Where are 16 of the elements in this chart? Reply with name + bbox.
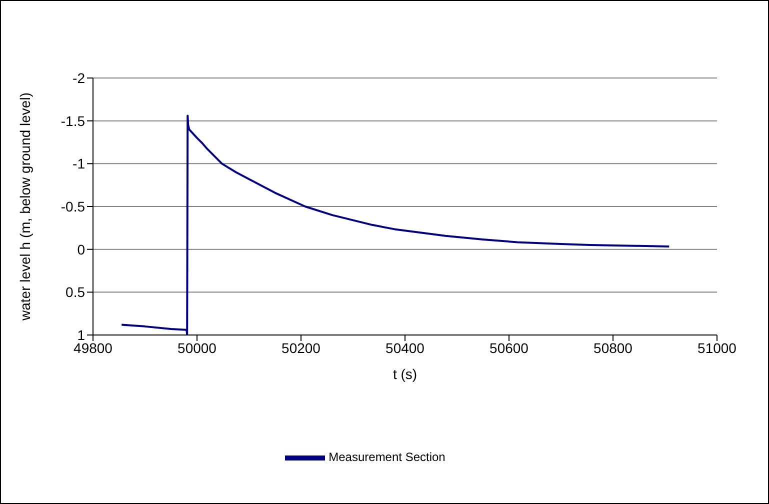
x-tick-label: 51000 (698, 340, 737, 356)
x-tick-label: 50800 (594, 340, 633, 356)
y-tick-label: 0.5 (66, 284, 86, 300)
y-tick-label: 0 (77, 241, 86, 258)
y-tick-label: -0.5 (60, 198, 86, 214)
x-tick-label: 50200 (282, 340, 321, 356)
legend-label: Measurement Section (328, 450, 446, 464)
x-tick-label: 50000 (178, 340, 217, 356)
line-series (120, 114, 670, 335)
y-axis-title: water level h (m, below ground level) (16, 92, 33, 322)
x-tick-label: 50400 (386, 340, 425, 356)
y-tick-label: -2 (72, 70, 86, 86)
y-tick-label: -1.5 (60, 112, 86, 129)
x-axis-title: t (s) (392, 366, 418, 382)
y-tick-label: -1 (72, 156, 86, 172)
x-tick-label: 50600 (490, 340, 529, 356)
